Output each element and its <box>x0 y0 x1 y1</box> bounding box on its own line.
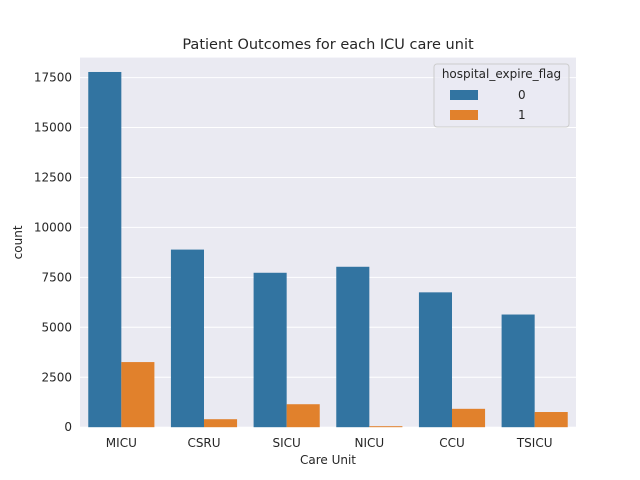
x-tick-label: MICU <box>106 436 137 450</box>
legend-swatch-0 <box>450 90 478 100</box>
y-axis-label: count <box>11 225 25 259</box>
bar-micu-0 <box>88 71 122 428</box>
bar-nicu-0 <box>336 266 370 428</box>
y-tick-label: 7500 <box>41 270 72 284</box>
bar-nicu-1 <box>369 426 403 428</box>
y-tick-label: 5000 <box>41 320 72 334</box>
legend-swatch-1 <box>450 110 478 120</box>
x-axis-ticks: MICU CSRU SICU NICU CCU TSICU <box>106 436 553 450</box>
x-tick-label: CSRU <box>187 436 220 450</box>
legend-label-1: 1 <box>518 108 526 122</box>
bar-ccu-1 <box>452 408 486 428</box>
bar-sicu-1 <box>286 404 320 428</box>
bar-ccu-0 <box>418 292 452 428</box>
y-tick-label: 2500 <box>41 370 72 384</box>
bar-micu-1 <box>121 362 155 428</box>
x-tick-label: SICU <box>273 436 301 450</box>
x-tick-label: CCU <box>439 436 465 450</box>
bar-tsicu-0 <box>501 314 535 428</box>
bar-csru-1 <box>204 419 238 428</box>
y-axis-ticks: 0 2500 5000 7500 10000 12500 15000 17500 <box>34 71 72 435</box>
bar-sicu-0 <box>253 272 287 428</box>
legend: hospital_expire_flag 0 1 <box>433 63 570 128</box>
x-tick-label: NICU <box>354 436 384 450</box>
legend-label-0: 0 <box>518 88 526 102</box>
chart-title: Patient Outcomes for each ICU care unit <box>182 37 474 53</box>
y-tick-label: 0 <box>64 420 72 434</box>
bars <box>88 71 568 428</box>
x-axis-label: Care Unit <box>300 453 356 467</box>
y-tick-label: 10000 <box>34 220 72 234</box>
y-tick-label: 12500 <box>34 170 72 184</box>
bar-csru-0 <box>170 249 204 428</box>
y-tick-label: 17500 <box>34 71 72 85</box>
y-tick-label: 15000 <box>34 121 72 135</box>
x-tick-label: TSICU <box>516 436 553 450</box>
bar-tsicu-1 <box>534 412 568 428</box>
legend-title: hospital_expire_flag <box>442 67 561 81</box>
